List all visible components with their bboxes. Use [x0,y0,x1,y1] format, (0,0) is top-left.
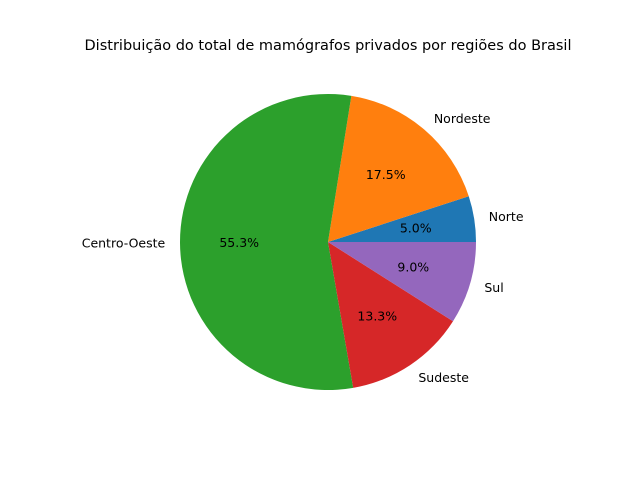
slice-percent-centro-oeste: 55.3% [219,235,259,250]
slice-label-sudeste: Sudeste [418,370,469,385]
slice-norte [328,196,476,242]
slice-centro-oeste [180,94,354,391]
slice-sudeste [328,242,454,388]
slice-percent-sudeste: 13.3% [357,308,397,323]
chart-title: Distribuição do total de mamógrafos priv… [85,38,572,54]
slice-percent-sul: 9.0% [397,259,429,274]
pie-slices [180,94,477,391]
slice-sul [328,242,477,322]
slice-label-centro-oeste: Centro-Oeste [82,236,166,251]
slice-label-nordeste: Nordeste [434,111,491,126]
pie-labels: Norte 5.0% Nordeste 17.5% Centro-Oeste 55.3% S… [82,111,524,385]
slice-percent-norte: 5.0% [400,221,432,236]
slice-percent-nordeste: 17.5% [366,167,406,182]
slice-label-norte: Norte [489,209,524,224]
slice-nordeste [328,95,469,242]
slice-label-sul: Sul [484,280,503,295]
